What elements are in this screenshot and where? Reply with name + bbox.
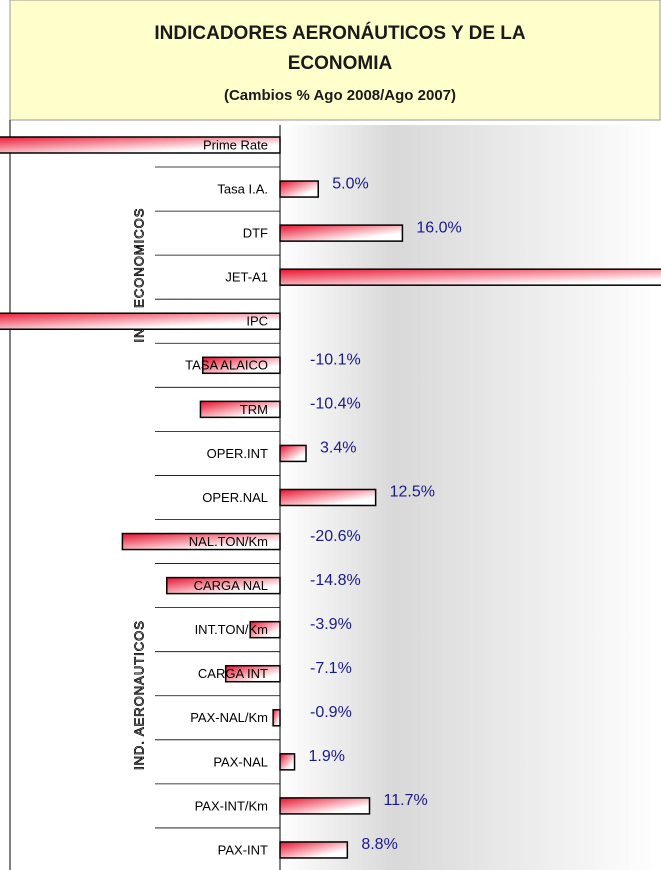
value-label: -7.1%	[310, 660, 352, 677]
category-label: OPER.INT	[207, 446, 268, 461]
value-label: 11.7%	[384, 792, 428, 809]
category-label: TASA ALAICO	[185, 358, 268, 373]
title-box	[9, 0, 661, 121]
category-label: DTF	[243, 226, 268, 241]
value-label: 16.0%	[416, 219, 461, 236]
group-label: IND. ECONOMICOS	[131, 208, 146, 343]
value-label: -20.6%	[310, 528, 361, 545]
bar	[279, 180, 320, 198]
bar	[279, 797, 371, 815]
category-label: NAL.TON/Km	[189, 534, 268, 549]
group-label: IND. AERONAUTICOS	[131, 620, 146, 770]
value-label: 12.5%	[390, 484, 435, 501]
value-label: -10.1%	[310, 352, 361, 369]
bar	[279, 224, 404, 242]
bar	[279, 753, 296, 771]
chart-title: INDICADORES AERONÁUTICOS Y DE LA	[154, 22, 526, 44]
category-label: PAX-NAL/Km	[190, 710, 268, 725]
category-label: OPER.NAL	[202, 490, 268, 505]
bar	[279, 268, 661, 286]
value-label: 5.0%	[332, 175, 368, 192]
value-label: -3.9%	[310, 616, 352, 633]
bar	[279, 444, 307, 463]
value-label: 3.4%	[320, 440, 356, 457]
bar	[279, 841, 349, 859]
category-label: CARGA INT	[198, 666, 268, 681]
category-label: IPC	[246, 314, 268, 329]
category-label: Tasa I.A.	[217, 181, 268, 196]
category-label: PAX-INT/Km	[195, 798, 268, 813]
value-label: -14.8%	[310, 572, 361, 589]
value-label: 8.8%	[361, 836, 397, 853]
value-label: -0.9%	[310, 704, 352, 721]
category-label: PAX-INT	[218, 842, 268, 857]
value-label: 1.9%	[309, 748, 345, 765]
category-label: PAX-NAL	[213, 754, 268, 769]
bar	[0, 312, 281, 330]
category-label: CARGA NAL	[194, 578, 268, 593]
chart-subtitle: (Cambios % Ago 2008/Ago 2007)	[224, 87, 456, 104]
category-label: JET-A1	[225, 270, 268, 285]
category-label: Prime Rate	[203, 137, 268, 152]
value-label: -10.4%	[310, 396, 361, 413]
chart-title: ECONOMIA	[288, 53, 393, 74]
bar	[272, 709, 281, 727]
bar	[279, 488, 377, 507]
category-label: INT.TON/Km	[195, 622, 268, 637]
category-label: TRM	[240, 402, 268, 417]
